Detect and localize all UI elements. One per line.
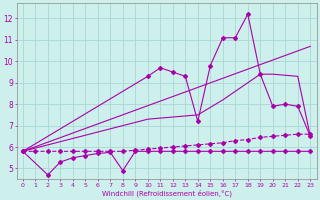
X-axis label: Windchill (Refroidissement éolien,°C): Windchill (Refroidissement éolien,°C): [101, 189, 232, 197]
